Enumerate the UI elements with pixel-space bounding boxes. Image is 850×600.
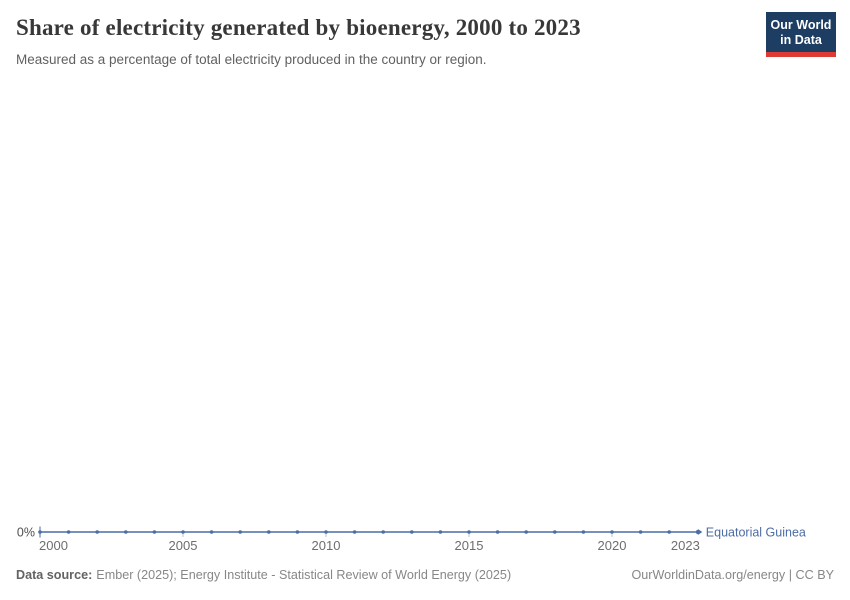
owid-logo[interactable]: Our World in Data <box>766 12 836 57</box>
data-point[interactable] <box>95 530 99 534</box>
data-point[interactable] <box>38 530 42 534</box>
data-point[interactable] <box>667 530 671 534</box>
data-point[interactable] <box>524 530 528 534</box>
data-point[interactable] <box>495 530 500 534</box>
data-point[interactable] <box>610 530 614 534</box>
data-source-note: Data source: Ember (2025); Energy Institu… <box>16 568 511 584</box>
data-point[interactable] <box>410 530 414 534</box>
data-point[interactable] <box>553 530 557 534</box>
data-point[interactable] <box>352 530 357 534</box>
data-point[interactable] <box>438 530 443 534</box>
data-point[interactable] <box>267 530 271 534</box>
data-point[interactable] <box>124 530 128 534</box>
x-axis-tick-label: 2005 <box>169 538 198 553</box>
data-point[interactable] <box>209 530 214 534</box>
footer-link[interactable]: OurWorldinData.org/energy | CC BY <box>631 568 834 582</box>
x-axis-tick-label: 2020 <box>598 538 627 553</box>
owid-logo-line1: Our World <box>770 18 832 32</box>
data-point[interactable] <box>638 530 643 534</box>
y-axis-tick-label: 0% <box>17 526 35 540</box>
data-point[interactable] <box>324 530 328 534</box>
x-axis-tick-label: 2023 <box>671 538 700 553</box>
data-source-label: Data source: <box>16 568 93 582</box>
data-point[interactable] <box>152 530 157 534</box>
x-axis-tick-label: 2000 <box>39 538 68 553</box>
chart-title: Share of electricity generated by bioene… <box>16 15 581 40</box>
chart-subtitle: Measured as a percentage of total electr… <box>16 51 487 67</box>
line-end-arrow <box>697 529 703 535</box>
x-axis-tick-label: 2015 <box>455 538 484 553</box>
chart-footer: Data source: Ember (2025); Energy Institu… <box>16 568 834 584</box>
data-source-text: Ember (2025); Energy Institute - Statist… <box>96 568 512 582</box>
line-chart[interactable]: 2000 2005 2010 2015 2020 2023 0% Equatorial Gui… <box>0 500 850 562</box>
data-point[interactable] <box>66 530 71 534</box>
data-point[interactable] <box>467 530 471 534</box>
x-axis-tick-label: 2010 <box>312 538 341 553</box>
data-point[interactable] <box>581 530 586 534</box>
chart-header: Share of electricity generated by bioene… <box>16 14 736 68</box>
data-point[interactable] <box>181 530 185 534</box>
owid-logo-line2: in Data <box>780 32 822 47</box>
data-point[interactable] <box>381 530 386 534</box>
entity-label[interactable]: Equatorial Guinea <box>706 526 806 540</box>
data-point[interactable] <box>238 530 242 534</box>
data-point[interactable] <box>295 530 300 534</box>
